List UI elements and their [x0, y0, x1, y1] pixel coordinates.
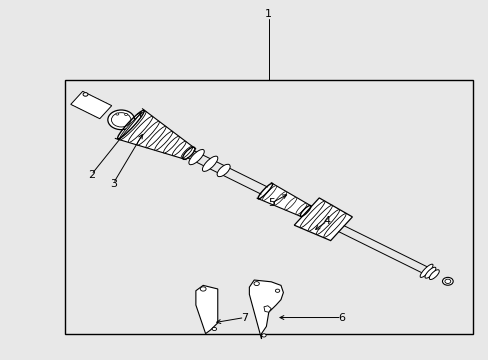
Polygon shape [257, 183, 311, 217]
Ellipse shape [253, 282, 259, 285]
Ellipse shape [307, 205, 332, 231]
Text: 6: 6 [338, 312, 345, 323]
Ellipse shape [273, 192, 286, 205]
Polygon shape [115, 109, 195, 159]
Ellipse shape [128, 116, 152, 143]
Polygon shape [264, 306, 271, 312]
Ellipse shape [119, 111, 146, 140]
Ellipse shape [212, 327, 216, 330]
Ellipse shape [275, 289, 279, 292]
Ellipse shape [424, 267, 435, 278]
Ellipse shape [188, 149, 204, 165]
Text: 2: 2 [88, 170, 95, 180]
Ellipse shape [154, 131, 172, 150]
Text: 3: 3 [109, 179, 117, 189]
Ellipse shape [295, 203, 306, 215]
Ellipse shape [323, 213, 346, 237]
Ellipse shape [116, 113, 119, 115]
Ellipse shape [181, 146, 192, 158]
Ellipse shape [442, 277, 452, 285]
Ellipse shape [444, 279, 450, 283]
Ellipse shape [261, 334, 265, 337]
Text: 1: 1 [265, 9, 272, 19]
Ellipse shape [419, 264, 432, 278]
Ellipse shape [137, 121, 159, 145]
Ellipse shape [200, 287, 205, 291]
Text: 5: 5 [267, 198, 274, 208]
Ellipse shape [300, 201, 325, 228]
Text: 4: 4 [323, 216, 330, 226]
Ellipse shape [316, 210, 339, 235]
Ellipse shape [145, 126, 166, 148]
Ellipse shape [284, 197, 296, 210]
Bar [64, 80, 472, 334]
Ellipse shape [83, 93, 88, 96]
Ellipse shape [108, 110, 134, 130]
Polygon shape [71, 91, 111, 119]
Ellipse shape [217, 164, 230, 177]
Ellipse shape [428, 270, 438, 279]
Polygon shape [249, 280, 283, 339]
Ellipse shape [172, 141, 185, 156]
Polygon shape [196, 285, 217, 334]
Ellipse shape [124, 113, 127, 116]
Polygon shape [294, 198, 352, 240]
Text: 7: 7 [241, 312, 247, 323]
Ellipse shape [202, 156, 217, 171]
Ellipse shape [262, 186, 276, 201]
Ellipse shape [163, 136, 179, 153]
